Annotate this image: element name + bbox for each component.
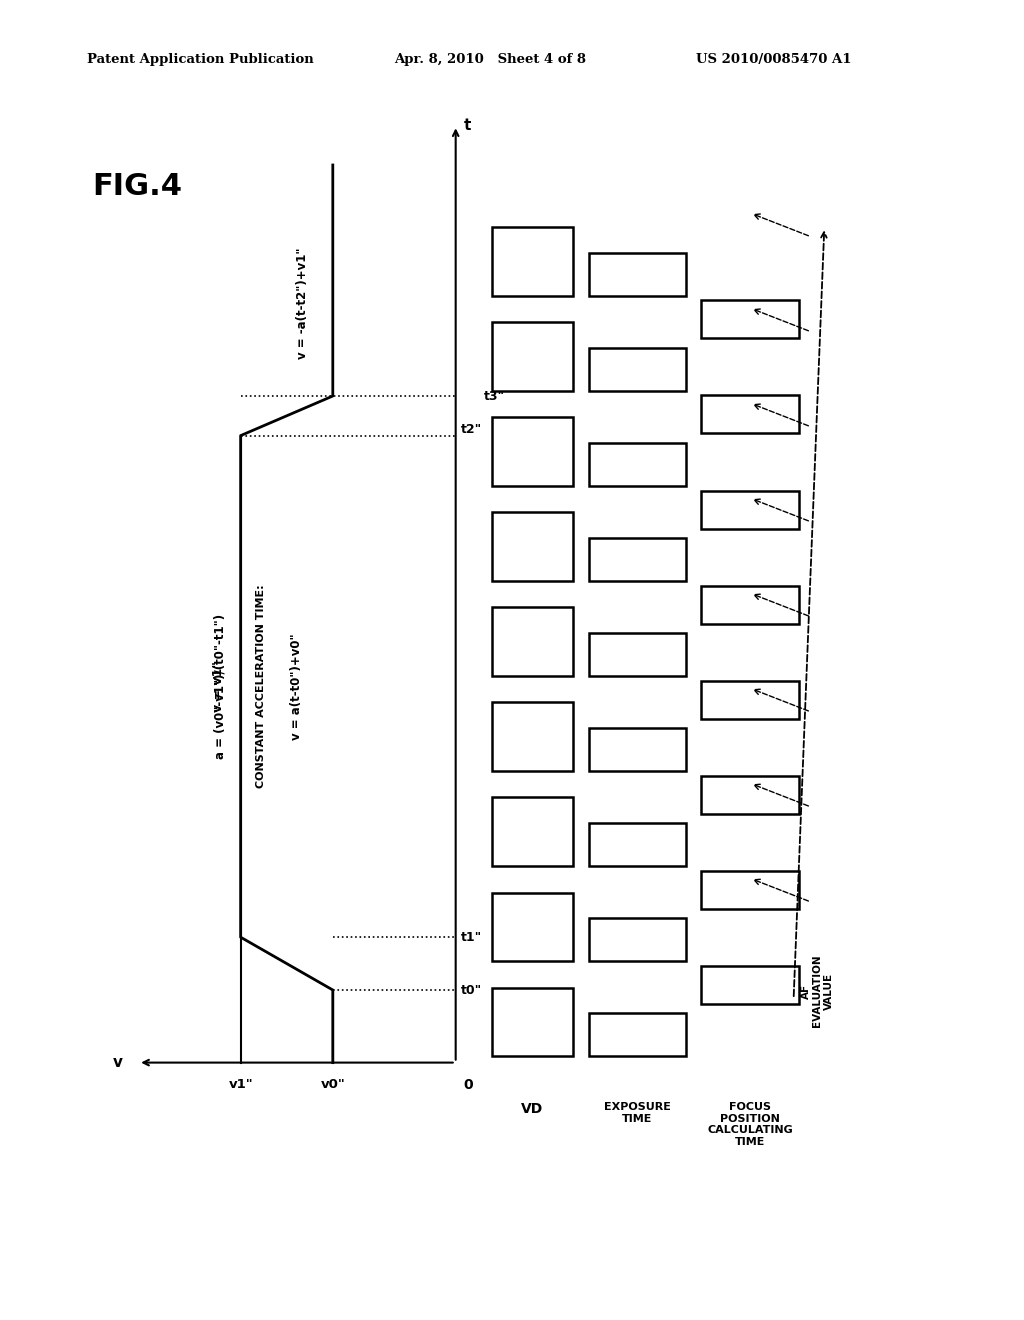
Text: v = a(t-t0")+v0": v = a(t-t0")+v0"	[291, 634, 303, 739]
Bar	[589, 634, 686, 676]
Bar	[492, 702, 573, 771]
Bar	[492, 322, 573, 391]
Text: v: v	[113, 1055, 123, 1071]
Text: US 2010/0085470 A1: US 2010/0085470 A1	[696, 53, 852, 66]
Bar	[492, 227, 573, 296]
Bar	[492, 797, 573, 866]
Bar	[589, 1014, 686, 1056]
Bar	[701, 871, 799, 908]
Text: t0": t0"	[461, 983, 482, 997]
Text: EXPOSURE
TIME: EXPOSURE TIME	[604, 1102, 671, 1123]
Bar	[492, 607, 573, 676]
Text: FIG.4: FIG.4	[92, 172, 182, 201]
Text: v1": v1"	[228, 1078, 253, 1092]
Text: v = -a(t-t2")+v1": v = -a(t-t2")+v1"	[296, 248, 308, 359]
Text: CONSTANT ACCELERATION TIME:: CONSTANT ACCELERATION TIME:	[256, 585, 266, 788]
Bar	[589, 253, 686, 296]
Bar	[701, 301, 799, 338]
Text: FOCUS
POSITION
CALCULATING
TIME: FOCUS POSITION CALCULATING TIME	[708, 1102, 793, 1147]
Text: Apr. 8, 2010   Sheet 4 of 8: Apr. 8, 2010 Sheet 4 of 8	[394, 53, 586, 66]
Text: Patent Application Publication: Patent Application Publication	[87, 53, 313, 66]
Bar	[492, 417, 573, 486]
Bar	[701, 776, 799, 813]
Text: AF
EVALUATION
VALUE: AF EVALUATION VALUE	[801, 954, 834, 1027]
Bar	[589, 824, 686, 866]
Bar	[589, 539, 686, 581]
Bar	[701, 491, 799, 528]
Bar	[701, 966, 799, 1003]
Bar	[589, 444, 686, 486]
Text: VD: VD	[521, 1102, 544, 1117]
Text: t1": t1"	[461, 931, 482, 944]
Text: t: t	[464, 117, 471, 133]
Bar	[701, 681, 799, 718]
Text: t3": t3"	[484, 389, 506, 403]
Bar	[492, 512, 573, 581]
Bar	[701, 586, 799, 623]
Text: a = (v0"-v1")/(t0"-t1"): a = (v0"-v1")/(t0"-t1")	[214, 614, 226, 759]
Bar	[589, 729, 686, 771]
Bar	[492, 892, 573, 961]
Text: 0: 0	[464, 1078, 473, 1093]
Bar	[701, 396, 799, 433]
Text: v0": v0"	[321, 1078, 345, 1092]
Bar	[589, 348, 686, 391]
Bar	[589, 919, 686, 961]
Text: v = v1": v = v1"	[212, 661, 224, 711]
Bar	[492, 987, 573, 1056]
Text: t2": t2"	[461, 422, 482, 436]
